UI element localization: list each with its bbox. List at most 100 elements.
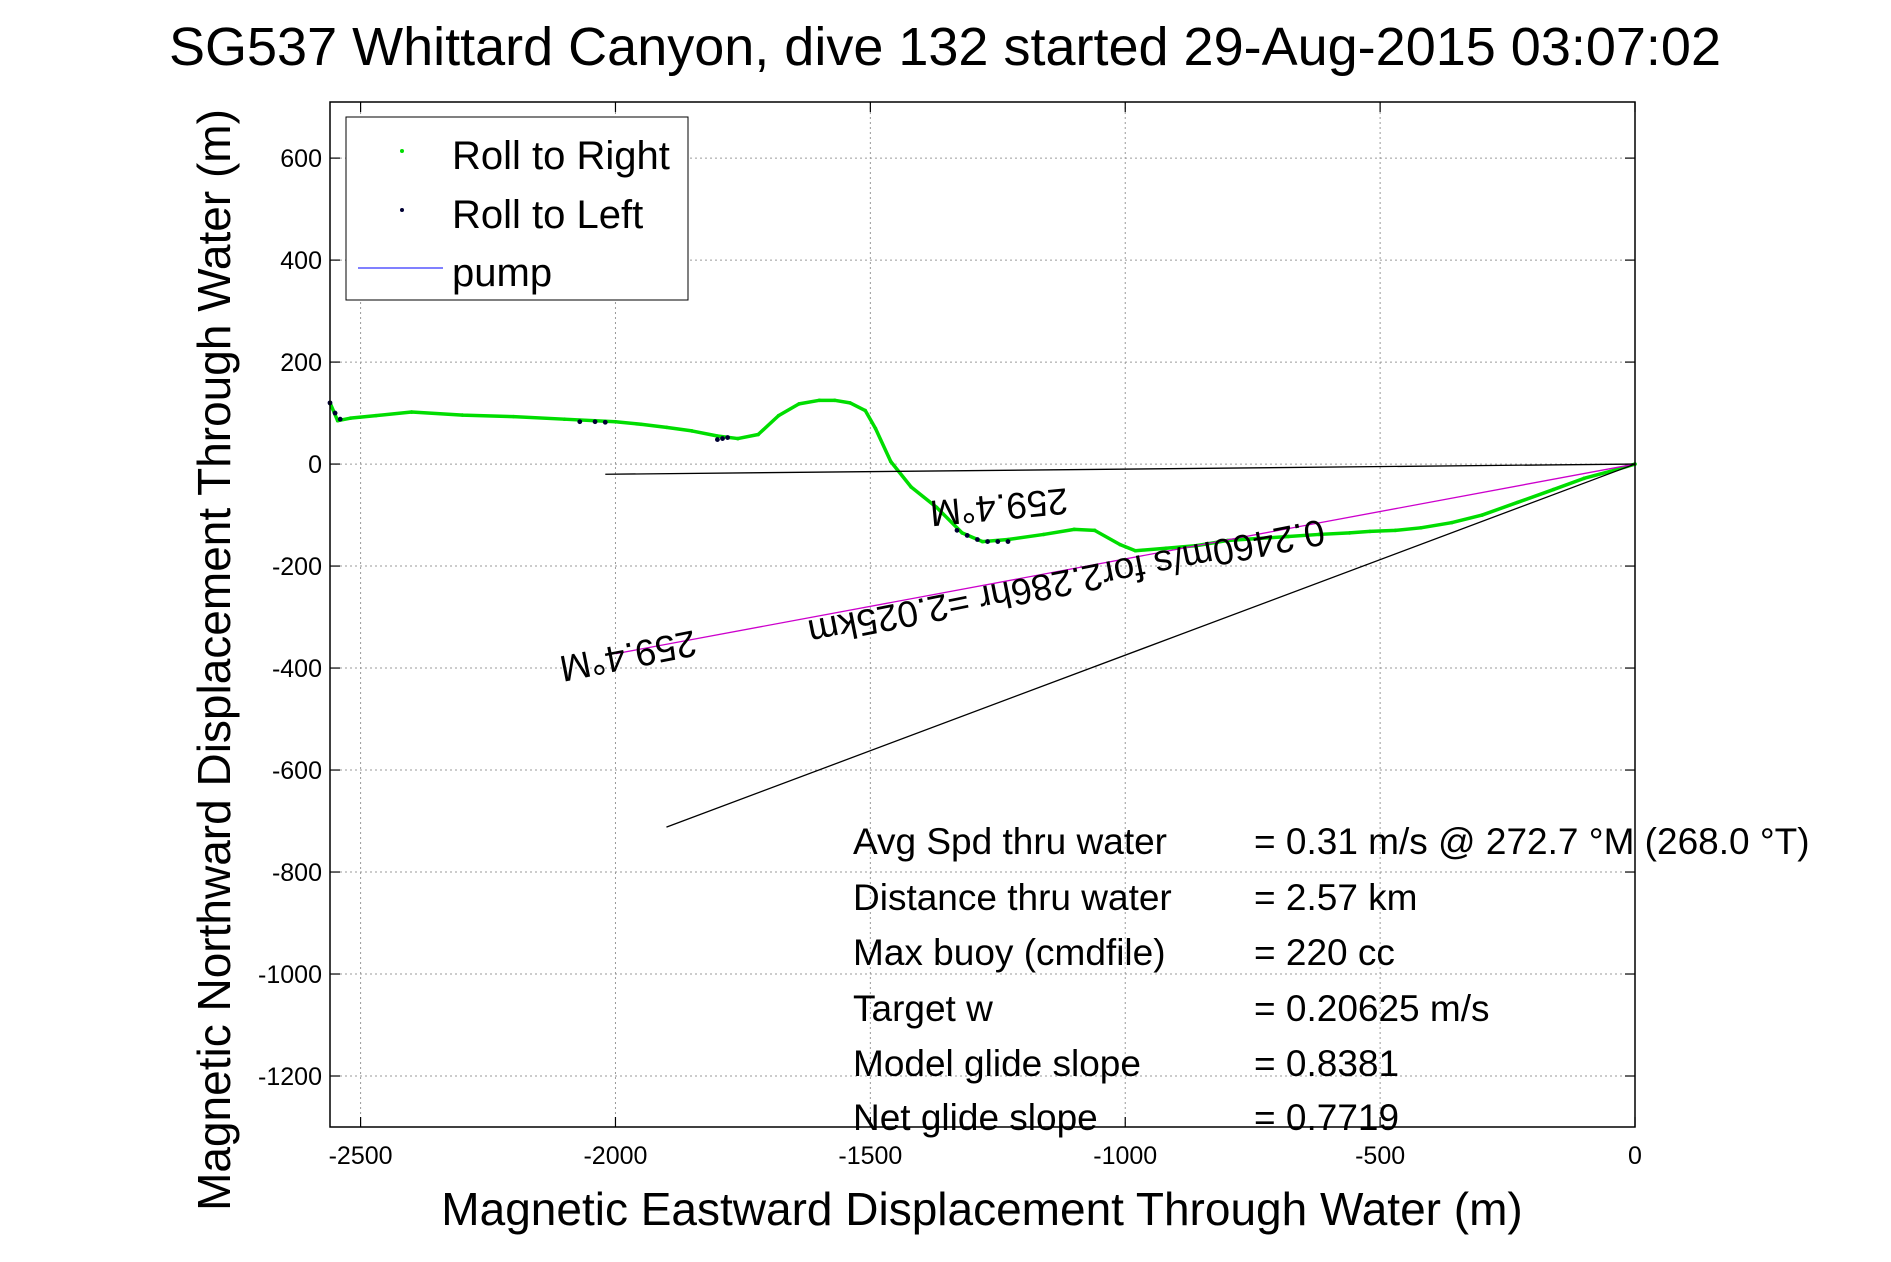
- x-tick-label: -2500: [329, 1142, 393, 1170]
- y-tick-label: -800: [272, 859, 322, 887]
- point-roll-right: [1582, 476, 1586, 481]
- y-tick-label: 400: [280, 247, 322, 275]
- x-tick-label: -500: [1355, 1142, 1405, 1170]
- point-roll-right: [1368, 529, 1372, 534]
- stat-label: Max buoy (cmdfile): [853, 932, 1166, 973]
- point-roll-left: [995, 539, 1001, 544]
- point-roll-right: [832, 398, 837, 403]
- reference-lines: [605, 463, 1636, 828]
- point-roll-left: [332, 410, 338, 416]
- point-roll-left: [985, 539, 990, 544]
- point-roll-right: [1118, 542, 1122, 547]
- point-roll-right: [664, 425, 669, 430]
- point-roll-right: [1164, 546, 1168, 551]
- point-roll-right: [1449, 520, 1454, 525]
- point-roll-left: [337, 416, 343, 422]
- y-axis-label: Magnetic Northward Displacement Through …: [188, 109, 240, 1211]
- stats-block: Avg Spd thru water = 0.31 m/s @ 272.7 °M…: [853, 821, 1810, 1138]
- point-roll-right: [756, 432, 761, 437]
- point-roll-right: [562, 417, 567, 421]
- point-roll-right: [1041, 532, 1046, 537]
- point-roll-left: [975, 537, 980, 542]
- stat-value: = 220 cc: [1254, 932, 1395, 973]
- x-tick-label: -1000: [1093, 1142, 1157, 1170]
- chart-title: SG537 Whittard Canyon, dive 132 started …: [169, 17, 1721, 77]
- x-tick-label: 0: [1628, 1142, 1642, 1170]
- legend-label-pump: pump: [452, 251, 552, 295]
- point-roll-right: [934, 505, 939, 510]
- point-roll-right: [690, 429, 694, 433]
- point-roll-left: [592, 419, 598, 425]
- y-axis-ticks: 600 400 200 0 -200 -400 -600 -800 -1000 -1200: [258, 145, 1635, 1091]
- point-roll-right: [374, 413, 378, 418]
- stat-label: Distance thru water: [853, 877, 1172, 918]
- point-roll-right: [848, 401, 852, 405]
- point-roll-right: [1393, 528, 1398, 533]
- stat-label: Avg Spd thru water: [853, 821, 1167, 862]
- point-roll-right: [1480, 513, 1484, 517]
- point-roll-right: [909, 485, 913, 489]
- point-roll-right: [1515, 500, 1520, 505]
- point-roll-left: [964, 533, 970, 538]
- point-roll-right: [1133, 548, 1138, 553]
- stat-value: = 0.7719: [1254, 1097, 1399, 1138]
- point-roll-right: [1286, 534, 1291, 539]
- point-roll-right: [511, 414, 516, 419]
- legend-label-roll-left: Roll to Left: [452, 193, 643, 237]
- point-roll-left: [1005, 539, 1011, 544]
- point-roll-right: [1419, 526, 1423, 530]
- point-roll-right: [613, 419, 618, 424]
- legend: Roll to Right Roll to Left pump: [345, 116, 689, 301]
- point-roll-left: [720, 436, 725, 441]
- legend-marker-roll-left: [400, 208, 404, 212]
- point-roll-right: [817, 398, 822, 403]
- point-roll-right: [409, 410, 414, 414]
- reference-line: [605, 463, 1636, 475]
- stat-value: = 0.20625 m/s: [1254, 988, 1490, 1029]
- point-roll-right: [888, 459, 893, 464]
- y-tick-label: -1000: [258, 961, 322, 989]
- x-axis-ticks: -2500 -2000 -1500 -1000 -500 0: [329, 102, 1642, 1170]
- point-roll-left: [954, 527, 960, 533]
- reference-line: [615, 463, 1636, 655]
- point-roll-right: [960, 531, 964, 535]
- point-roll-right: [1551, 487, 1556, 492]
- stat-label: Net glide slope: [853, 1097, 1098, 1138]
- point-roll-right: [348, 416, 353, 420]
- point-roll-left: [602, 419, 608, 425]
- stat-value: = 2.57 km: [1254, 877, 1418, 918]
- legend-marker-roll-right: [400, 149, 404, 153]
- series-layer: [327, 398, 1637, 553]
- reference-line: [666, 463, 1636, 828]
- stat-label: Target w: [853, 988, 993, 1029]
- point-roll-right: [639, 422, 643, 427]
- x-axis-label: Magnetic Eastward Displacement Through W…: [441, 1183, 1522, 1235]
- y-tick-label: 600: [280, 145, 322, 173]
- plot-frame: [329, 101, 1636, 1128]
- y-tick-label: -200: [272, 553, 322, 581]
- x-tick-label: -2000: [583, 1142, 647, 1170]
- point-roll-right: [1092, 528, 1097, 533]
- point-roll-right: [1347, 531, 1352, 535]
- point-roll-right: [873, 426, 878, 431]
- point-roll-right: [1317, 532, 1321, 537]
- x-tick-label: -1500: [838, 1142, 902, 1170]
- y-tick-label: -1200: [258, 1063, 322, 1091]
- point-roll-right: [980, 539, 985, 544]
- point-roll-left: [725, 435, 731, 440]
- point-roll-right: [1255, 536, 1260, 541]
- point-roll-left: [577, 419, 583, 425]
- point-roll-right: [776, 413, 781, 418]
- y-tick-label: 200: [280, 349, 322, 377]
- point-roll-right: [1072, 527, 1077, 532]
- point-roll-left: [715, 437, 720, 442]
- point-roll-right: [863, 408, 868, 413]
- y-tick-label: 0: [308, 451, 322, 479]
- y-tick-label: -600: [272, 757, 322, 785]
- legend-label-roll-right: Roll to Right: [452, 134, 670, 178]
- stat-label: Model glide slope: [853, 1043, 1141, 1084]
- point-roll-right: [460, 413, 465, 417]
- stat-value: = 0.8381: [1254, 1043, 1399, 1084]
